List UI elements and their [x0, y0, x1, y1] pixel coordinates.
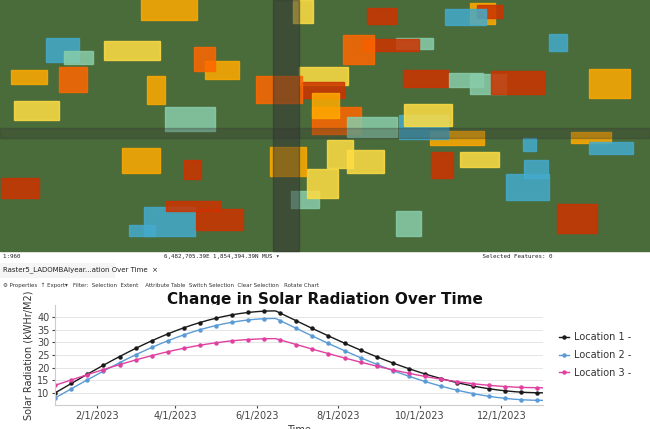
Bar — [184, 160, 201, 179]
Bar — [12, 69, 47, 84]
Bar — [292, 0, 313, 23]
Bar — [140, 0, 196, 21]
Location 1 - — [471, 384, 478, 389]
Bar — [307, 169, 338, 198]
X-axis label: Time: Time — [287, 425, 311, 429]
Bar — [129, 225, 155, 236]
Line: Location 2 -: Location 2 - — [54, 317, 544, 402]
Bar — [148, 76, 164, 104]
Location 3 - — [246, 337, 254, 342]
Text: 1:960                                         6,482,705.39E 1,854,394.39N MUS ▾ : 1:960 6,482,705.39E 1,854,394.39N MUS ▾ — [3, 254, 552, 260]
Bar — [363, 39, 419, 51]
Legend: Location 1 -, Location 2 -, Location 3 -: Location 1 -, Location 2 -, Location 3 - — [557, 330, 633, 380]
Location 1 - — [185, 323, 193, 329]
Bar — [491, 71, 543, 94]
Location 3 - — [517, 385, 525, 390]
Location 3 - — [185, 344, 193, 350]
Bar — [194, 47, 215, 71]
Location 2 - — [246, 317, 254, 323]
Bar — [313, 106, 361, 134]
Bar — [291, 191, 319, 208]
Y-axis label: Solar Radiation (kWHr/M2): Solar Radiation (kWHr/M2) — [23, 290, 33, 420]
Location 2 - — [271, 316, 279, 321]
Text: Change in Solar Radiation Over Time: Change in Solar Radiation Over Time — [167, 293, 483, 308]
Bar — [524, 160, 548, 178]
Bar — [549, 34, 567, 51]
Bar — [399, 115, 448, 139]
Bar — [396, 211, 421, 236]
Bar — [589, 69, 630, 98]
Location 1 - — [246, 310, 254, 315]
Bar — [0, 128, 650, 138]
Bar — [557, 204, 597, 233]
Bar — [590, 142, 633, 154]
Bar — [460, 152, 499, 167]
Bar — [1, 178, 38, 199]
Bar — [448, 73, 483, 88]
Bar — [343, 35, 374, 64]
Bar — [205, 61, 239, 79]
Location 3 - — [539, 385, 547, 390]
Bar — [471, 74, 506, 94]
Bar — [476, 5, 502, 18]
Bar — [196, 209, 243, 230]
Bar — [46, 38, 79, 62]
Bar — [64, 51, 93, 64]
Bar — [432, 152, 453, 178]
Line: Location 1 -: Location 1 - — [54, 309, 544, 394]
Bar — [122, 148, 160, 172]
Location 3 - — [51, 383, 59, 388]
Location 1 - — [248, 309, 256, 314]
Text: ⚙ Properties  ↑ Export▾   Filter:  Selection  Extent    Attribute Table  Switch : ⚙ Properties ↑ Export▾ Filter: Selection… — [3, 283, 319, 288]
Bar — [311, 93, 339, 118]
Bar — [273, 0, 299, 251]
Location 1 - — [155, 335, 162, 341]
Bar — [445, 9, 486, 25]
Location 1 - — [517, 390, 525, 395]
Location 2 - — [51, 395, 59, 400]
Bar — [404, 104, 452, 126]
Bar — [523, 138, 536, 151]
Location 3 - — [271, 336, 279, 341]
Location 1 - — [271, 308, 279, 314]
Bar — [327, 140, 353, 168]
Bar — [470, 3, 495, 24]
Text: Raster5_LADOMBAlyear...ation Over Time  ×: Raster5_LADOMBAlyear...ation Over Time × — [3, 266, 158, 273]
Bar — [347, 117, 396, 137]
Bar — [165, 106, 214, 131]
Location 3 - — [155, 351, 162, 356]
Bar — [166, 200, 220, 211]
Bar — [367, 8, 396, 24]
Bar — [59, 67, 86, 92]
Location 2 - — [517, 397, 525, 402]
Line: Location 3 -: Location 3 - — [54, 337, 544, 389]
Location 2 - — [471, 391, 478, 396]
Bar — [104, 41, 160, 60]
Bar — [302, 82, 344, 98]
Bar — [506, 174, 549, 200]
Bar — [571, 132, 612, 142]
Bar — [403, 69, 448, 87]
Bar — [255, 76, 302, 103]
Bar — [347, 151, 384, 173]
Location 2 - — [248, 317, 256, 322]
Location 1 - — [539, 390, 547, 396]
Bar — [396, 38, 433, 49]
Location 3 - — [471, 381, 478, 387]
Bar — [270, 148, 306, 176]
Bar — [14, 101, 58, 120]
Bar — [0, 263, 114, 278]
Bar — [144, 207, 195, 236]
Bar — [299, 67, 348, 85]
Location 2 - — [539, 398, 547, 403]
Bar — [430, 131, 484, 145]
Location 2 - — [185, 330, 193, 335]
Location 3 - — [248, 337, 256, 342]
Location 2 - — [155, 342, 162, 347]
Location 1 - — [51, 390, 59, 396]
